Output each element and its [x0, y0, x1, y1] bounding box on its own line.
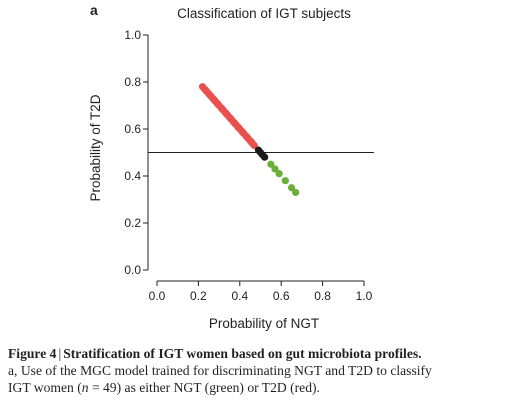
- caption-line-2: a, Use of the MGC model trained for disc…: [8, 363, 432, 378]
- x-tick-label: 0.8: [314, 289, 331, 303]
- y-axis: 0.0 0.2 0.4 0.6 0.8 1.0: [124, 28, 149, 277]
- x-tick-label: 0.6: [273, 289, 290, 303]
- caption-line-3-post: = 49) as either NGT (green) or T2D (red)…: [88, 380, 320, 395]
- red-point: [202, 86, 210, 94]
- green-point: [281, 177, 289, 185]
- red-point: [206, 91, 214, 99]
- red-point: [226, 114, 235, 123]
- red-point: [218, 105, 226, 113]
- data-points: [198, 83, 300, 197]
- caption-line-1: Figure 4 | Stratification of IGT women bas…: [8, 345, 516, 362]
- green-point: [287, 184, 296, 192]
- red-point: [243, 133, 251, 141]
- green-point: [267, 160, 275, 168]
- y-tick-label: 0.6: [124, 122, 141, 136]
- y-tick-label: 0.8: [124, 75, 141, 89]
- panel-letter: a: [90, 2, 98, 18]
- red-point: [247, 138, 255, 146]
- caption-line-3: IGT women (n = 49) as either NGT (green)…: [8, 379, 516, 396]
- x-axis: 0.0 0.2 0.4 0.6 0.8 1.0: [149, 280, 373, 303]
- y-tick-label: 1.0: [124, 28, 141, 42]
- caption-heading: Stratification of IGT women based on gut…: [63, 346, 422, 361]
- y-axis-label: Probability of T2D: [88, 94, 103, 201]
- figure-label: Figure 4: [8, 346, 57, 361]
- x-tick-label: 0.4: [231, 289, 248, 303]
- green-point: [271, 165, 279, 173]
- caption-separator: |: [58, 346, 62, 361]
- green-point: [275, 170, 283, 178]
- red-point: [210, 96, 218, 104]
- black-point: [261, 153, 269, 161]
- caption-n-symbol: n: [81, 380, 89, 395]
- red-point: [222, 110, 230, 118]
- red-point: [235, 124, 243, 132]
- y-tick-label: 0.4: [124, 169, 141, 183]
- red-point: [214, 100, 222, 108]
- x-tick-label: 0.2: [190, 289, 207, 303]
- green-point: [292, 188, 300, 197]
- chart-title: Classification of IGT subjects: [177, 6, 351, 21]
- x-tick-label: 0.0: [149, 289, 166, 303]
- red-point: [239, 128, 247, 137]
- scatter-chart: Classification of IGT subjects 0.0 0.2 0.4…: [88, 6, 374, 331]
- y-tick-label: 0.0: [124, 263, 141, 277]
- figure-caption: Figure 4 | Stratification of IGT women bas…: [8, 345, 516, 396]
- red-point: [231, 119, 239, 127]
- caption-line-3-pre: IGT women (: [8, 380, 82, 395]
- x-tick-label: 1.0: [356, 289, 373, 303]
- y-tick-label: 0.2: [124, 216, 141, 230]
- x-axis-label: Probability of NGT: [209, 316, 319, 331]
